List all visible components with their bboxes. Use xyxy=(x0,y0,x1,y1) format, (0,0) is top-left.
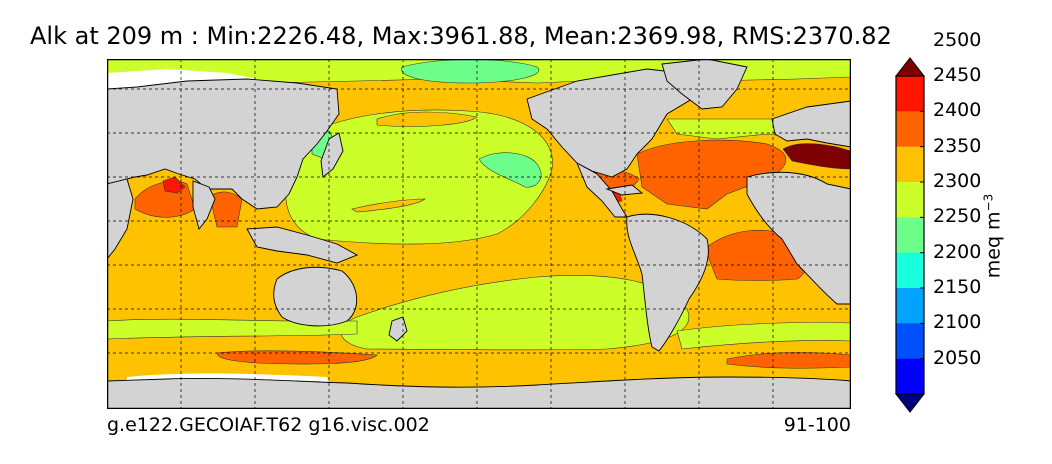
india-land xyxy=(192,180,216,230)
colorbar-tick-label: 2250 xyxy=(933,205,982,228)
southern-ocean-band-2300-a xyxy=(107,318,358,340)
run-caption: g.e122.GECOIAF.T62 g16.visc.002 xyxy=(107,414,430,436)
colorbar-segment xyxy=(896,288,924,324)
southern-ocean-band-2300-b xyxy=(676,322,851,350)
land-masses xyxy=(107,59,851,409)
colorbar-tick-label: 2350 xyxy=(933,134,982,157)
eurasia-land xyxy=(107,78,340,210)
colorbar-segment xyxy=(896,146,924,183)
colorbar-tick-label: 2050 xyxy=(933,346,982,369)
colorbar-tick-label: 2500 xyxy=(933,28,982,51)
antarctica-land xyxy=(107,376,851,409)
maritime-continent-land xyxy=(246,226,359,264)
cuba-land xyxy=(605,184,644,196)
greenland-land xyxy=(661,59,748,110)
new-zealand-land xyxy=(388,316,408,342)
colorbar-segment xyxy=(896,217,924,254)
australia-land xyxy=(273,266,358,327)
colorbar-tick-label: 2100 xyxy=(933,311,982,334)
colorbar-segment xyxy=(896,111,924,148)
map-panel xyxy=(107,59,851,409)
pacific-patch-2250 xyxy=(478,152,542,188)
colorbar-extend-min xyxy=(894,393,926,413)
colorbar-tick-label: 2450 xyxy=(933,64,982,86)
colorbar-tick-label: 2400 xyxy=(933,99,982,122)
southern-ocean-contour-2400-b xyxy=(726,352,851,369)
bay-of-bengal-contour-2400 xyxy=(209,191,243,228)
north-pacific-rim-contour-2350 xyxy=(376,111,478,127)
japan-land xyxy=(320,132,344,178)
africa-east-land xyxy=(107,178,134,260)
south-america-land xyxy=(626,213,709,352)
plot-title: Alk at 209 m : Min:2226.48, Max:3961.88,… xyxy=(30,22,892,50)
southern-ocean-contour-2400-a xyxy=(216,350,378,365)
colorbar-segment xyxy=(896,358,924,395)
mediterranean-contour-2500 xyxy=(782,143,851,170)
colorbar-segment xyxy=(896,76,924,112)
arctic-patch-2250 xyxy=(401,59,540,84)
colorbar-segment xyxy=(896,323,924,360)
years-caption: 91-100 xyxy=(783,414,851,436)
colorbar-tick-label: 2200 xyxy=(933,240,982,263)
ocean-alkalinity-map xyxy=(107,59,851,409)
colorbar-frame xyxy=(895,75,925,395)
units-exponent: −3 xyxy=(981,193,996,212)
colorbar-graphic xyxy=(894,40,926,413)
units-base: meq m xyxy=(982,211,1005,279)
colorbar-tick-label: 2300 xyxy=(933,170,982,192)
colorbar-tick-label: 2150 xyxy=(933,276,982,298)
red-sea-contour-2450 xyxy=(162,176,186,194)
europe-land xyxy=(771,100,851,148)
map-gridlines xyxy=(107,59,851,409)
pacific-streak-contour-2350 xyxy=(351,198,426,213)
colorbar-units: meq m−3 xyxy=(981,194,1004,279)
colorbar-segment xyxy=(896,252,924,289)
colorbar-segment xyxy=(896,182,924,218)
colorbar-extend-max xyxy=(894,57,926,77)
colorbar xyxy=(890,40,930,420)
map-border xyxy=(107,59,851,409)
